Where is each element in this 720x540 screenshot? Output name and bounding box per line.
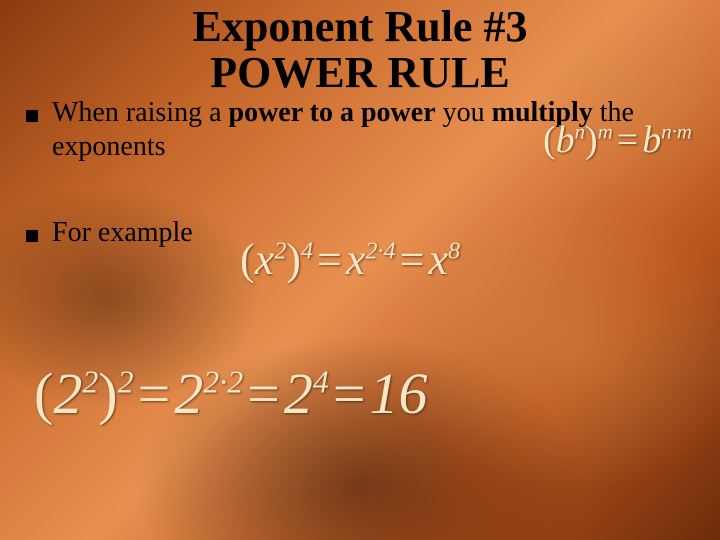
var-exp: n·m <box>661 119 692 143</box>
num-base: 2 <box>174 361 203 426</box>
bullet-glyph-icon <box>26 230 38 242</box>
text-bold: power to a power <box>229 97 436 128</box>
var-exp: 8 <box>448 237 460 264</box>
bullet-text: For example <box>52 216 193 250</box>
var-exp: 2·4 <box>365 237 395 264</box>
formula-general: (bn)m=bn·m <box>543 118 692 162</box>
bullet-glyph-icon <box>26 110 38 122</box>
title-line-1: Exponent Rule #3 <box>20 4 700 50</box>
num-exp: 2·2 <box>203 365 243 400</box>
text-fragment: When raising a <box>52 97 229 128</box>
var-exp: 4 <box>301 237 313 264</box>
var-base: b <box>556 119 575 161</box>
slide-title: Exponent Rule #3 POWER RULE <box>20 4 700 96</box>
var-exp: m <box>598 119 613 143</box>
num-exp: 4 <box>313 365 329 400</box>
num-base: 2 <box>284 361 313 426</box>
slide: Exponent Rule #3 POWER RULE When raising… <box>0 0 720 540</box>
num-base: 2 <box>53 361 82 426</box>
text-fragment: you <box>436 97 492 128</box>
var-base: x <box>346 235 366 284</box>
formula-example-2: (22)2=22·2=24=16 <box>34 360 428 427</box>
var-exp: n <box>575 119 585 143</box>
num-result: 16 <box>370 361 428 426</box>
var-exp: 2 <box>274 237 286 264</box>
var-base: x <box>428 235 448 284</box>
var-base: b <box>642 119 661 161</box>
var-base: x <box>255 235 275 284</box>
formula-example-1: (x2)4=x2·4=x8 <box>240 234 460 285</box>
num-exp: 2 <box>82 365 98 400</box>
num-exp: 2 <box>118 365 134 400</box>
title-line-2: POWER RULE <box>20 50 700 96</box>
